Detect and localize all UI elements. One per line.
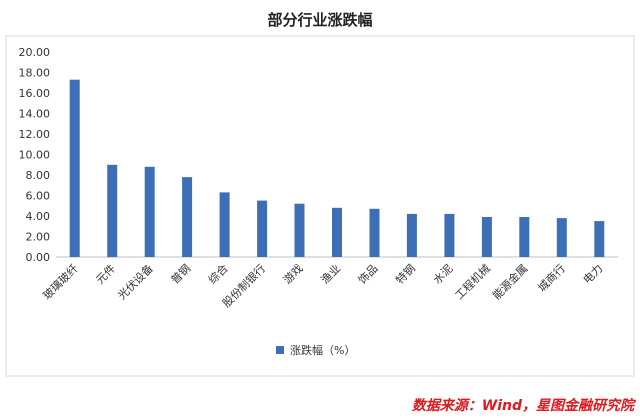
bar — [332, 207, 342, 257]
y-tick-label: 20.00 — [19, 46, 51, 59]
y-tick-label: 2.00 — [26, 231, 51, 244]
bar — [257, 200, 268, 257]
bar — [219, 192, 230, 257]
y-axis: 0.00 2.00 4.00 6.00 8.00 10.00 12.00 14.00 16.00… — [19, 46, 51, 264]
bar — [406, 213, 417, 257]
y-tick-label: 0.00 — [26, 251, 51, 264]
bar — [556, 218, 567, 257]
y-tick-label: 4.00 — [26, 210, 51, 223]
source-note: 数据来源：Wind，星图金融研究院 — [412, 397, 637, 414]
bar — [182, 177, 193, 257]
bar — [69, 79, 80, 257]
y-tick-label: 18.00 — [19, 67, 51, 80]
y-tick-label: 6.00 — [26, 190, 51, 203]
legend-label: 涨跌幅（%） — [290, 343, 355, 357]
legend: 涨跌幅（%） — [276, 343, 355, 357]
chart-title: 部分行业涨跌幅 — [267, 11, 372, 29]
y-tick-label: 10.00 — [19, 149, 51, 162]
bar — [294, 203, 305, 257]
bar — [481, 217, 492, 257]
y-tick-label: 16.00 — [19, 87, 51, 100]
legend-swatch — [276, 346, 284, 354]
bar-series — [69, 79, 605, 258]
chart-frame — [5, 35, 635, 377]
bar — [369, 208, 380, 257]
y-tick-label: 14.00 — [19, 108, 51, 121]
bar — [519, 217, 530, 257]
y-tick-label: 8.00 — [26, 169, 51, 182]
bar — [144, 166, 155, 257]
bar — [444, 213, 455, 257]
bar — [107, 164, 118, 258]
bar — [594, 221, 605, 257]
y-tick-label: 12.00 — [19, 128, 51, 141]
